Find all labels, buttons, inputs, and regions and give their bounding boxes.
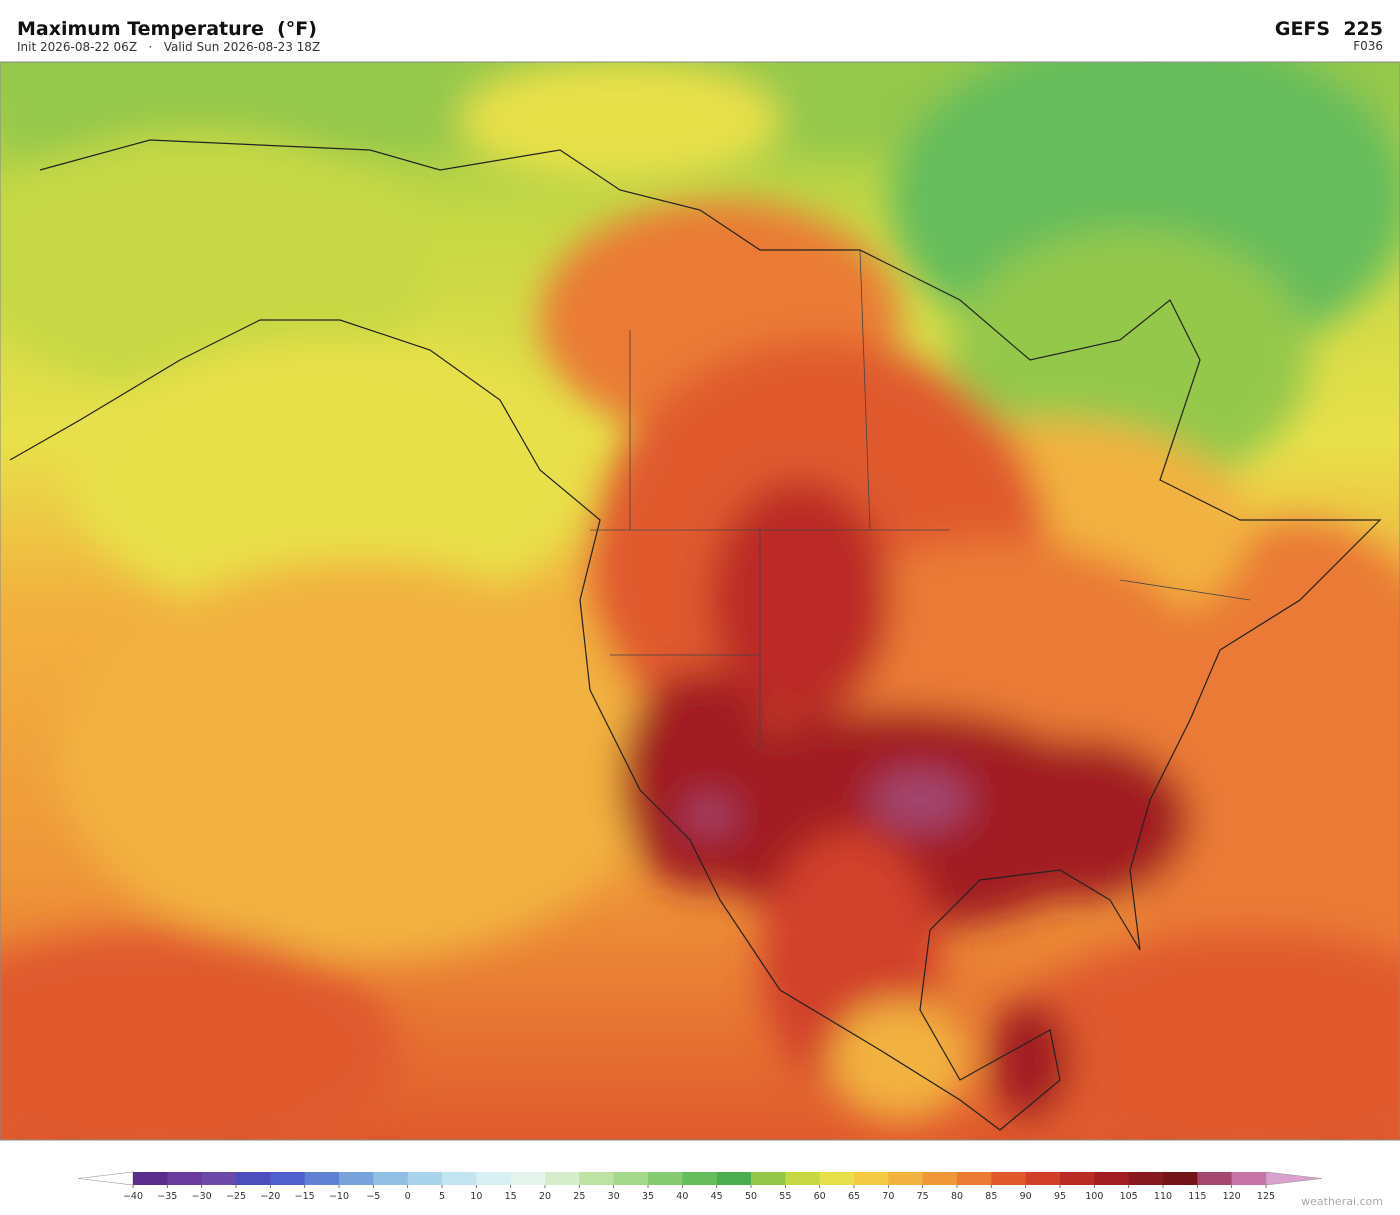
colorbar-tick-label: 45	[711, 1191, 723, 1202]
colorbar-bin	[270, 1172, 306, 1185]
colorbar-bin	[1163, 1172, 1198, 1185]
colorbar-under	[77, 1171, 134, 1186]
colorbar-bin	[476, 1172, 512, 1185]
colorbar-bin	[613, 1172, 649, 1185]
colorbar-tick-label: 30	[608, 1191, 620, 1202]
colorbar-bin	[167, 1172, 203, 1185]
colorbar-bin	[922, 1172, 958, 1185]
colorbar-tick-label: 55	[779, 1191, 791, 1202]
colorbar-tick-label: −10	[329, 1191, 349, 1202]
watermark: weatherai.com	[1301, 1195, 1383, 1208]
colorbar-tick-label: 125	[1257, 1191, 1275, 1202]
colorbar-tick-label: 10	[470, 1191, 482, 1202]
colorbar-tick-label: 80	[951, 1191, 963, 1202]
colorbar-bin	[785, 1172, 821, 1185]
colorbar-bin	[716, 1172, 752, 1185]
colorbar-bin	[1060, 1172, 1095, 1185]
colorbar-bin	[579, 1172, 615, 1185]
forecast-hour: F036	[1353, 39, 1383, 53]
colorbar-bin	[819, 1172, 855, 1185]
colorbar-bin	[1128, 1172, 1164, 1185]
colorbar-tick-label: −5	[366, 1191, 380, 1202]
colorbar-tick-label: 20	[539, 1191, 551, 1202]
colorbar-tick-label: 85	[985, 1191, 997, 1202]
colorbar-bin	[510, 1172, 546, 1185]
colorbar-tick-label: 50	[745, 1191, 757, 1202]
colorbar-bin	[648, 1172, 683, 1185]
colorbar-bin	[373, 1172, 409, 1185]
colorbar-bin	[407, 1172, 443, 1185]
colorbar-bin	[1094, 1172, 1130, 1185]
colorbar-bin	[991, 1172, 1027, 1185]
colorbar-tick-label: −35	[157, 1191, 177, 1202]
colorbar-tick-label: −15	[295, 1191, 315, 1202]
colorbar-bin	[304, 1172, 340, 1185]
colorbar-tick-label: 35	[642, 1191, 654, 1202]
colorbar-tick-label: −30	[192, 1191, 212, 1202]
colorbar-tick-label: 5	[439, 1191, 445, 1202]
colorbar-tick-label: −40	[123, 1191, 143, 1202]
colorbar-tick-label: 75	[917, 1191, 929, 1202]
subtitle: Init 2026-08-22 06Z · Valid Sun 2026-08-…	[17, 40, 320, 54]
colorbar-tick-label: −25	[226, 1191, 246, 1202]
colorbar-bin	[236, 1172, 271, 1185]
colorbar-tick-label: 15	[505, 1191, 517, 1202]
colorbar-bin	[545, 1172, 580, 1185]
colorbar-tick-label: 70	[882, 1191, 894, 1202]
colorbar-tick-label: 120	[1223, 1191, 1241, 1202]
colorbar-bin	[888, 1172, 924, 1185]
colorbar-tick-label: 90	[1020, 1191, 1032, 1202]
colorbar-bin	[854, 1172, 889, 1185]
map-frame	[0, 61, 1400, 1141]
model-label: GEFS 225	[1275, 18, 1383, 40]
colorbar-tick-label: 115	[1188, 1191, 1206, 1202]
colorbar-over	[1265, 1171, 1323, 1186]
colorbar-tick-label: 100	[1085, 1191, 1103, 1202]
colorbar-bin	[339, 1172, 374, 1185]
title: Maximum Temperature (°F)	[17, 18, 317, 40]
colorbar-bin	[201, 1172, 237, 1185]
colorbar-tick-label: 60	[814, 1191, 826, 1202]
colorbar-tick-label: 95	[1054, 1191, 1066, 1202]
colorbar-tick-label: −20	[260, 1191, 280, 1202]
colorbar-tick-label: 25	[573, 1191, 585, 1202]
colorbar-bin	[957, 1172, 992, 1185]
colorbar-bin	[133, 1172, 168, 1185]
colorbar-bin	[442, 1172, 477, 1185]
colorbar-bin	[682, 1172, 718, 1185]
colorbar-tick-label: 65	[848, 1191, 860, 1202]
colorbar-bin	[1231, 1172, 1267, 1185]
colorbar-bin	[1025, 1172, 1061, 1185]
colorbar-tick-label: 40	[676, 1191, 688, 1202]
colorbar-tick-label: 105	[1120, 1191, 1138, 1202]
colorbar-bin	[751, 1172, 786, 1185]
colorbar-tick-label: 110	[1154, 1191, 1172, 1202]
colorbar-bin	[1197, 1172, 1233, 1185]
temperature-map	[0, 62, 1400, 1140]
colorbar-tick-label: 0	[405, 1191, 411, 1202]
